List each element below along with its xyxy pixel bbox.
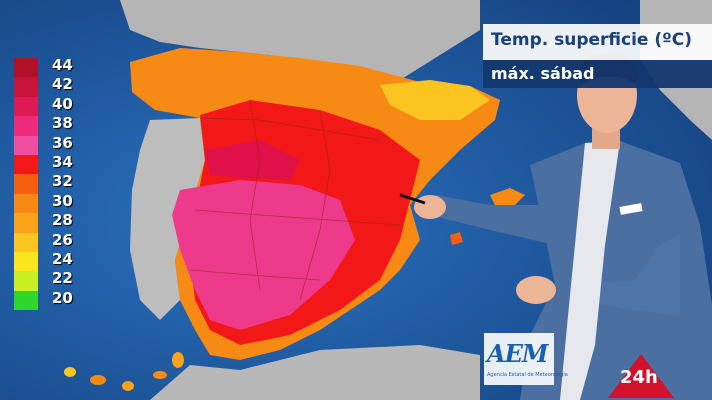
presenter-left-arm: [430, 195, 555, 245]
legend-row: 28: [14, 213, 73, 233]
legend-label: 30: [52, 191, 73, 210]
legend-row: 40: [14, 96, 73, 117]
canary-island-4: [153, 371, 167, 379]
legend-label: 32: [52, 172, 73, 191]
legend-swatch: [14, 96, 38, 117]
legend-label: 44: [52, 56, 73, 74]
legend-row: 36: [14, 135, 73, 155]
temperature-legend: 44 42 40 38 36 34 32 30 28 26 24 22 20: [14, 58, 73, 311]
aemet-logo-subtext: Agencia Estatal de Meteorología: [487, 372, 568, 378]
canary-island-3: [122, 381, 134, 391]
canary-island-2: [90, 375, 106, 385]
portugal-landmass: [130, 118, 205, 320]
pen-icon: [399, 193, 426, 205]
legend-label: 24: [52, 249, 73, 268]
legend-label: 42: [52, 75, 73, 94]
legend-row: 22: [14, 271, 73, 291]
legend-swatch: [14, 58, 38, 78]
aemet-logo: AEM Agencia Estatal de Meteorología: [484, 333, 568, 385]
presenter-right-arm: [575, 235, 680, 315]
legend-row: 24: [14, 251, 73, 272]
presenter-right-hand: [516, 276, 556, 304]
legend-label: 34: [52, 152, 73, 171]
legend-label: 22: [52, 269, 73, 288]
balearic-islands: [490, 188, 525, 205]
presenter-left-hand: [414, 195, 446, 219]
warm-zone-ne: [380, 80, 490, 120]
legend-row: 26: [14, 232, 73, 252]
map-title: Temp. superficie (ºC): [491, 30, 692, 50]
legend-label: 26: [52, 230, 73, 249]
canary-island-5: [172, 352, 184, 368]
channel-24h-badge: 24h: [606, 352, 676, 400]
aemet-logo-text: AEM: [487, 339, 548, 368]
channel-badge-label: 24h: [620, 367, 658, 388]
pocket-square: [619, 203, 643, 215]
canary-island-1: [64, 367, 76, 377]
legend-row: 34: [14, 154, 73, 175]
map-title-box: Temp. superficie (ºC): [483, 24, 712, 60]
legend-row: 20: [14, 290, 73, 311]
ibiza-island: [450, 232, 463, 245]
legend-swatch: [14, 232, 38, 252]
legend-swatch: [14, 271, 38, 291]
legend-swatch: [14, 77, 38, 97]
hot-zone-38: [172, 180, 355, 330]
legend-label: 38: [52, 114, 73, 133]
legend-swatch: [14, 290, 38, 311]
legend-label: 40: [52, 94, 73, 113]
france-landmass: [120, 0, 480, 80]
legend-swatch: [14, 193, 38, 214]
legend-row: 32: [14, 174, 73, 194]
legend-swatch: [14, 174, 38, 194]
legend-label: 28: [52, 211, 73, 230]
hot-zone-40: [205, 140, 300, 180]
presenter-shirt: [560, 141, 620, 400]
presenter-figure: [399, 53, 712, 400]
legend-row: 38: [14, 116, 73, 136]
legend-row: 42: [14, 77, 73, 97]
africa-landmass: [150, 345, 480, 400]
legend-row: 44: [14, 58, 73, 78]
map-subtitle-box: máx. sábad: [483, 60, 712, 88]
legend-label: 36: [52, 133, 73, 152]
channel-logo-icon: [608, 354, 674, 398]
legend-label: 20: [52, 288, 73, 307]
legend-swatch: [14, 116, 38, 136]
province-borders: [189, 99, 401, 301]
legend-swatch: [14, 251, 38, 272]
legend-swatch: [14, 135, 38, 155]
map-subtitle: máx. sábad: [491, 64, 595, 83]
legend-swatch: [14, 154, 38, 175]
legend-row: 30: [14, 193, 73, 214]
legend-swatch: [14, 213, 38, 233]
